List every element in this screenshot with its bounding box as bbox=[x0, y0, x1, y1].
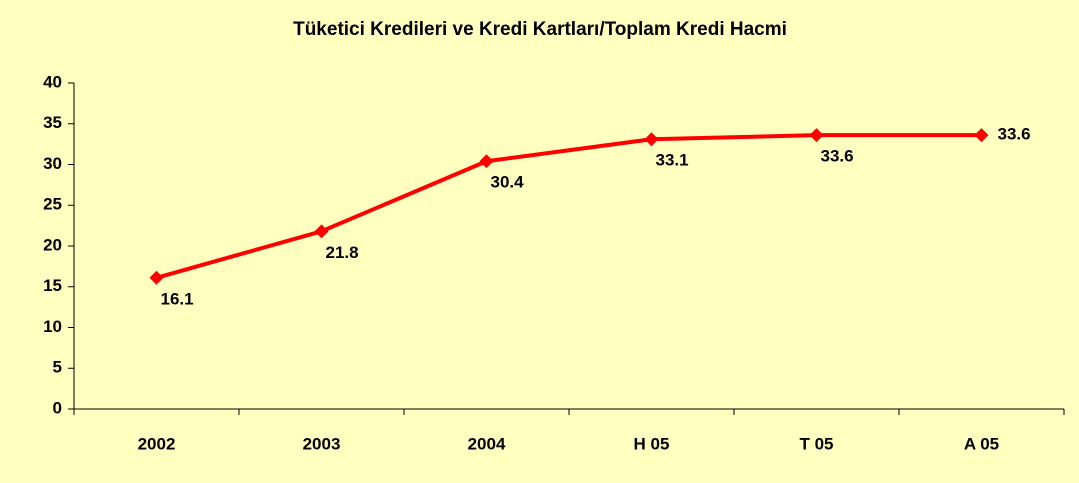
y-tick-label: 5 bbox=[53, 358, 62, 377]
data-label: 16.1 bbox=[161, 289, 194, 308]
y-tick-label: 0 bbox=[53, 398, 62, 417]
y-tick-label: 35 bbox=[43, 113, 62, 132]
x-tick-label: 2004 bbox=[468, 434, 506, 453]
data-label: 33.1 bbox=[656, 151, 689, 170]
x-tick-label: H 05 bbox=[634, 434, 670, 453]
line bbox=[155, 133, 982, 280]
x-tick-label: 2002 bbox=[138, 434, 176, 453]
y-tick-label: 40 bbox=[43, 72, 62, 91]
x-tick-label: A 05 bbox=[964, 434, 999, 453]
y-tick-label: 10 bbox=[43, 317, 62, 336]
chart-title: Tüketici Kredileri ve Kredi Kartları/Top… bbox=[293, 19, 787, 40]
y-tick-label: 15 bbox=[43, 276, 62, 295]
data-label: 21.8 bbox=[326, 243, 359, 262]
marker bbox=[809, 128, 824, 143]
marker bbox=[644, 132, 659, 147]
y-tick-label: 30 bbox=[43, 154, 62, 173]
y-tick-label: 25 bbox=[43, 195, 62, 214]
data-label: 33.6 bbox=[998, 125, 1031, 144]
y-tick-label: 20 bbox=[43, 235, 62, 254]
x-tick-label: 2003 bbox=[303, 434, 341, 453]
data-label: 33.6 bbox=[821, 147, 854, 166]
data-label: 30.4 bbox=[491, 173, 525, 192]
marker bbox=[314, 224, 329, 239]
x-tick-label: T 05 bbox=[799, 434, 833, 453]
marker bbox=[974, 128, 989, 143]
marker bbox=[149, 270, 164, 285]
marker bbox=[479, 154, 494, 169]
